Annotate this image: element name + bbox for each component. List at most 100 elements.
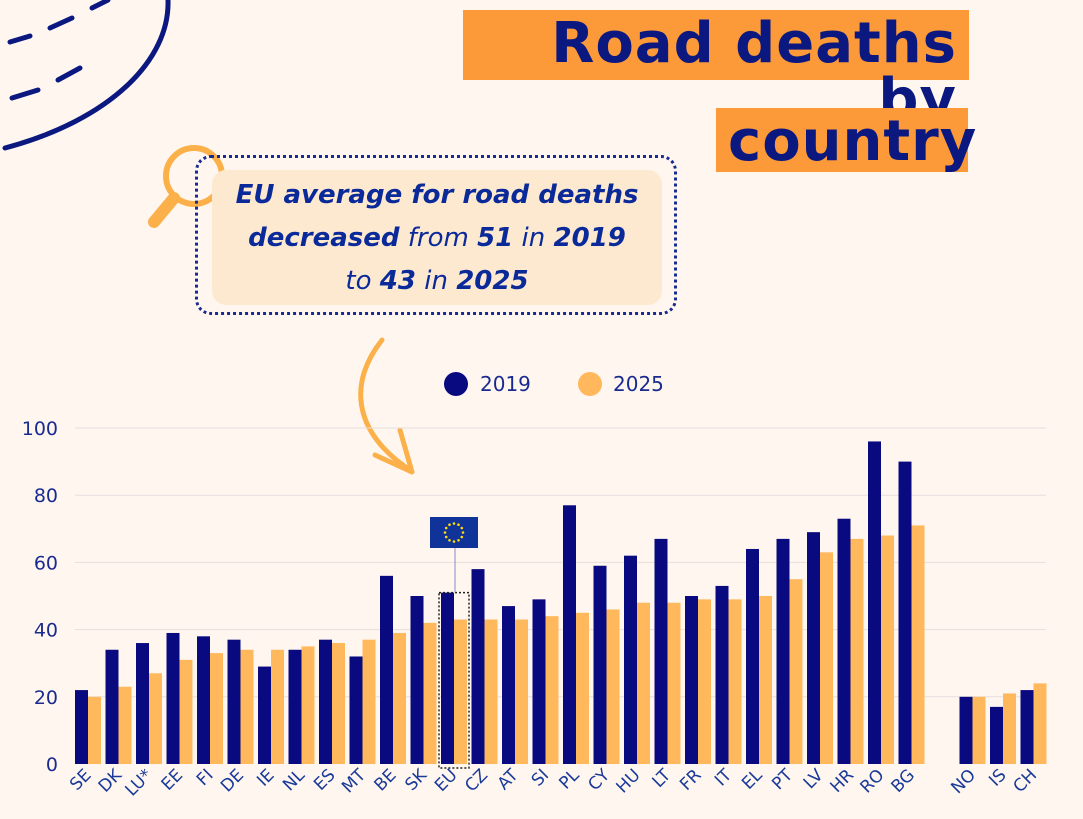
callout-text-part: 2019 [553, 223, 626, 253]
x-tick-label: BG [888, 765, 919, 796]
bar-2025-EE [179, 659, 193, 764]
flag-star [460, 526, 464, 530]
flag-star [457, 538, 460, 542]
flag-star [448, 538, 451, 542]
x-tick-label: LU* [121, 765, 156, 800]
x-tick-label: HR [826, 765, 858, 797]
bar-2019-LU* [136, 643, 149, 764]
x-tick-label: MT [338, 765, 370, 797]
x-tick-label: SK [401, 765, 431, 795]
bar-2025-BE [393, 632, 406, 764]
bar-2025-HU [637, 602, 650, 764]
bar-2019-RO [868, 441, 881, 764]
bar-2025-MT [362, 639, 376, 764]
flag-star [460, 535, 464, 539]
bar-2019-CH [1020, 690, 1034, 764]
x-tick-label: IS [985, 765, 1010, 790]
bar-2025-CH [1033, 683, 1047, 764]
bar-2019-IE [258, 666, 271, 764]
flag-star [444, 526, 448, 530]
bar-2025-EU [454, 619, 467, 764]
bar-2019-EE [166, 632, 180, 764]
legend-label-2019: 2019 [480, 372, 531, 396]
bar-2019-LV [807, 532, 820, 764]
y-tick-label: 0 [46, 754, 58, 776]
callout-text-part: 51 [477, 223, 514, 253]
bar-2019-PT [776, 538, 790, 764]
callout-text-part: 43 [379, 266, 416, 296]
bar-2019-SK [410, 596, 424, 764]
flag-star [452, 540, 456, 543]
bar-2019-NL [288, 649, 302, 764]
bar-2019-FR [685, 596, 698, 764]
bar-2019-ES [319, 639, 332, 764]
x-tick-label: HU [613, 765, 645, 797]
flag-star [457, 523, 460, 527]
bar-2019-DE [227, 639, 241, 764]
x-tick-label: PT [768, 765, 797, 794]
x-tick-label: FR [676, 765, 706, 795]
highlight-box [438, 591, 470, 769]
title-line-1: Road deaths by [463, 10, 969, 128]
bar-2025-SI [545, 616, 559, 764]
flag-star [444, 535, 448, 539]
callout-text-part: from [399, 223, 478, 253]
x-tick-label: CY [584, 765, 614, 795]
bar-2025-LU* [149, 673, 162, 764]
bar-2025-RO [881, 535, 894, 764]
bar-2019-MT [349, 656, 363, 764]
bar-2025-DK [118, 686, 132, 764]
y-tick-label: 80 [34, 485, 58, 507]
x-tick-label: NO [947, 765, 980, 798]
x-tick-label: IE [253, 765, 278, 790]
flag-star [448, 523, 451, 527]
callout-text: EU average for road deaths decreased from… [212, 174, 662, 303]
flag-star [443, 531, 447, 534]
legend-marker-2025 [578, 372, 602, 396]
bar-2025-PL [576, 612, 589, 764]
bar-2019-EU [441, 592, 454, 764]
bar-2019-DK [105, 649, 119, 764]
bar-2025-LV [820, 552, 833, 764]
callout-text-part: in [513, 223, 554, 253]
x-tick-label: FI [193, 765, 218, 790]
callout-text-part: decreased [248, 223, 400, 253]
x-tick-label: EL [738, 765, 767, 794]
title-line-2: country [716, 108, 976, 172]
x-tick-label: NL [279, 765, 309, 795]
x-tick-label: SE [66, 765, 95, 794]
bar-2025-SK [423, 622, 437, 764]
bar-2019-PL [563, 505, 576, 764]
y-tick-label: 60 [34, 552, 58, 574]
bar-2019-LT [654, 538, 668, 764]
eu-flag-icon [430, 517, 478, 548]
bar-2019-NO [959, 696, 973, 764]
bar-2019-CZ [471, 569, 485, 764]
x-tick-label: PL [555, 765, 583, 793]
bar-2019-EL [746, 548, 759, 764]
bar-2025-ES [332, 643, 345, 764]
bar-2019-SE [75, 690, 88, 764]
bar-2025-AT [515, 619, 528, 764]
bar-2025-SE [88, 696, 101, 764]
bar-2025-IS [1003, 693, 1016, 764]
arrow-icon [358, 337, 415, 475]
bar-2025-IT [728, 599, 742, 764]
bar-2025-FR [698, 599, 711, 764]
x-tick-label: CH [1009, 765, 1041, 797]
bar-2019-CY [593, 565, 607, 764]
x-tick-label: IT [711, 765, 736, 790]
legend-label-2025: 2025 [613, 372, 664, 396]
bar-2025-IE [271, 649, 284, 764]
x-tick-label: DE [217, 765, 248, 796]
bar-2019-HR [837, 518, 851, 764]
x-tick-label: ES [310, 765, 339, 794]
callout-text-part: 2025 [456, 266, 529, 296]
bar-2025-NL [301, 646, 315, 764]
callout-text-part: to [345, 266, 380, 296]
x-tick-label: BE [371, 765, 401, 795]
bar-2025-LT [667, 602, 681, 764]
y-tick-label: 100 [22, 418, 58, 440]
